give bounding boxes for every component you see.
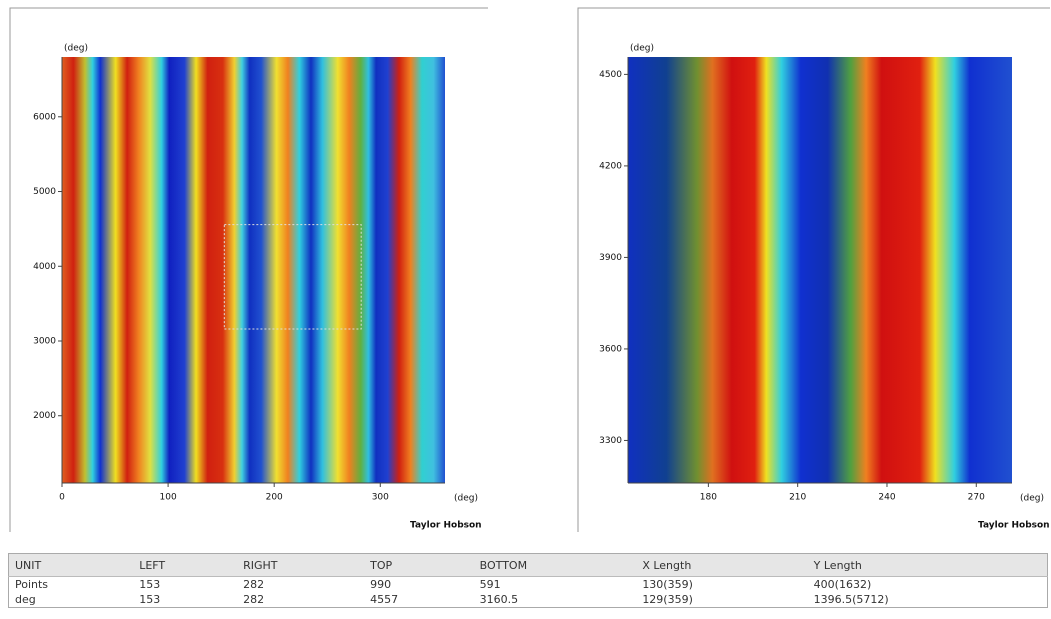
table-cell: deg [15, 593, 36, 606]
y-tick-label: 3900 [599, 253, 622, 263]
x-tick-label: 180 [700, 493, 717, 503]
x-tick-label: 270 [968, 493, 985, 503]
y-tick-label: 3300 [599, 436, 622, 446]
table-cell: 1396.5(5712) [813, 593, 889, 606]
table-cell: 591 [479, 578, 501, 591]
x-tick-label: 100 [160, 493, 177, 503]
table-cell: 129(359) [642, 593, 693, 606]
selection [223, 224, 362, 330]
table-row: deg 153 282 4557 3160.5 129(359) 1396.5(5712) [9, 592, 1048, 608]
x-tick-label: 210 [789, 493, 806, 503]
y-tick-label: 4000 [33, 262, 56, 272]
table-cell: 990 [370, 578, 392, 591]
y-tick-label: 4500 [599, 70, 622, 80]
y-tick-label: 2000 [33, 411, 56, 421]
table-cell: 400(1632) [813, 578, 872, 591]
table-row: Points 153 282 990 591 130(359) 400(1632) [9, 577, 1048, 593]
y-tick-label: 4200 [599, 161, 622, 171]
x-unit: (deg) [1020, 494, 1044, 504]
header-cell: LEFT [133, 553, 238, 577]
x-tick-label: 200 [266, 493, 283, 503]
table-cell: 282 [243, 578, 265, 591]
x-unit: (deg) [454, 494, 478, 504]
brand: Taylor Hobson [410, 521, 482, 531]
y-tick-label: 5000 [33, 187, 56, 197]
maps: (deg) (deg) Taylor Hobson (deg) (deg) Ta… [9, 7, 1050, 532]
x-tick-label: 240 [878, 493, 895, 503]
table-cell: Points [15, 578, 49, 591]
height-map [628, 57, 1012, 483]
panel-border [577, 7, 1050, 532]
header-cell: RIGHT [237, 553, 365, 577]
y-unit: (deg) [630, 44, 654, 54]
header-row: UNIT LEFT RIGHT TOP BOTTOM X Length Y Length [8, 553, 1048, 577]
table-cell: 153 [139, 593, 161, 606]
y-tick-label: 3600 [599, 344, 622, 354]
data-table: UNIT LEFT RIGHT TOP BOTTOM X Length Y Length Po… [8, 553, 1048, 608]
table-cell: 4557 [370, 593, 399, 606]
x-tick-label: 300 [372, 493, 389, 503]
x-tick-label: 0 [59, 493, 65, 503]
y-tick-label: 6000 [33, 112, 56, 122]
y-unit: (deg) [64, 44, 88, 54]
table-cell: 282 [243, 593, 265, 606]
header-cell: UNIT [8, 553, 134, 577]
panel-border [9, 7, 488, 532]
table-cell: 130(359) [642, 578, 693, 591]
header-cell: TOP [364, 553, 474, 577]
header-cell: Y Length [807, 553, 1048, 577]
y-tick-label: 3000 [33, 337, 56, 347]
header-cell: BOTTOM [473, 553, 637, 577]
height-map [62, 57, 445, 483]
table-cell: 153 [139, 578, 161, 591]
header-cell: X Length [636, 553, 808, 577]
table-cell: 3160.5 [479, 593, 519, 606]
brand: Taylor Hobson [978, 521, 1050, 531]
